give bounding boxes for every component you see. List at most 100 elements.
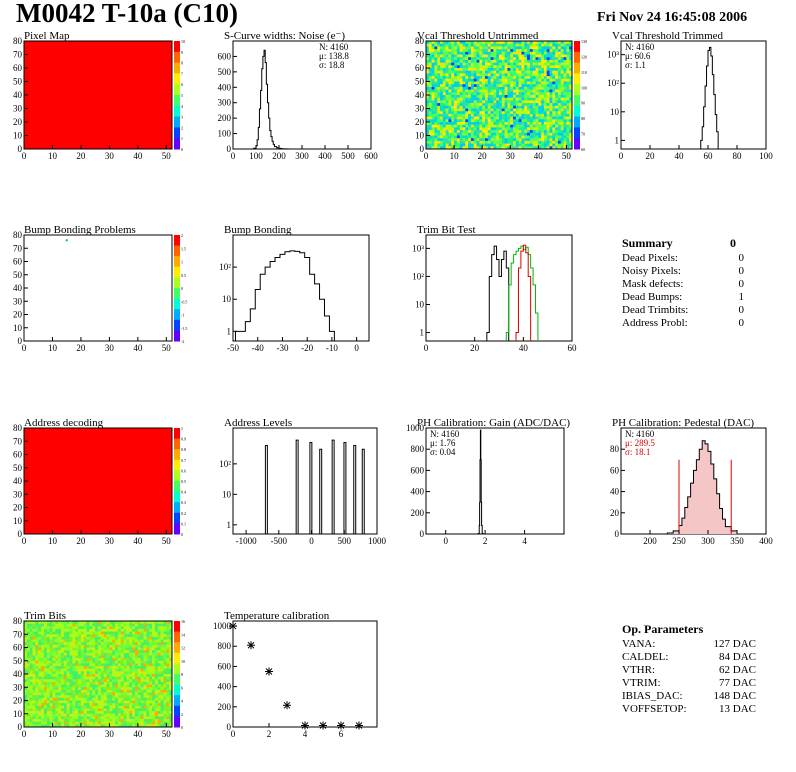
heatmap-cell bbox=[98, 695, 102, 699]
heatmap-cell bbox=[43, 687, 48, 691]
heatmap-cell bbox=[448, 81, 452, 85]
heatmap-cell bbox=[157, 644, 162, 648]
colorbar-segment bbox=[174, 138, 180, 150]
heatmap-cell bbox=[541, 130, 545, 134]
series-peak bbox=[353, 444, 357, 534]
heatmap-cell bbox=[440, 122, 444, 126]
heatmap-cell bbox=[66, 666, 70, 670]
heatmap-cell bbox=[115, 692, 119, 696]
heatmap-cell bbox=[496, 113, 500, 117]
heatmap-cell bbox=[546, 122, 550, 126]
heatmap-cell bbox=[123, 668, 127, 672]
heatmap-cell bbox=[106, 647, 110, 651]
heatmap-cell bbox=[482, 46, 486, 50]
heatmap-cell bbox=[163, 623, 167, 627]
heatmap-cell bbox=[515, 76, 520, 80]
heatmap-cell bbox=[126, 719, 130, 723]
heatmap-cell bbox=[499, 84, 503, 88]
heatmap-cell bbox=[437, 116, 441, 120]
heatmap-cell bbox=[541, 62, 545, 66]
heatmap-cell bbox=[80, 697, 85, 701]
heatmap-cell bbox=[58, 711, 62, 715]
heatmap-cell bbox=[560, 111, 564, 115]
heatmap-cell bbox=[132, 626, 136, 630]
heatmap-cell bbox=[442, 113, 447, 117]
heatmap-cell bbox=[41, 636, 45, 640]
heatmap-cell bbox=[535, 81, 539, 85]
heatmap-cell bbox=[112, 676, 116, 680]
heatmap-cell bbox=[24, 660, 28, 664]
heatmap-cell bbox=[560, 86, 564, 90]
heatmap-cell bbox=[72, 721, 76, 725]
heatmap-cell bbox=[61, 650, 65, 654]
heatmap-cell bbox=[52, 705, 56, 709]
heatmap-cell bbox=[98, 703, 102, 707]
heatmap-cell bbox=[518, 122, 522, 126]
heatmap-cell bbox=[126, 711, 130, 715]
heatmap-cell bbox=[462, 119, 466, 123]
heatmap-cell bbox=[470, 108, 475, 112]
heatmap-cell bbox=[499, 62, 503, 66]
heatmap-cell bbox=[46, 628, 51, 632]
heatmap-cell bbox=[456, 43, 461, 47]
heatmap-cell bbox=[95, 652, 99, 656]
heatmap-cell bbox=[487, 76, 491, 80]
x-tick-label: 2 bbox=[267, 729, 272, 739]
heatmap-cell bbox=[157, 628, 162, 632]
heatmap-cell bbox=[507, 143, 511, 147]
heatmap-cell bbox=[89, 636, 93, 640]
heatmap-cell bbox=[58, 642, 62, 646]
heatmap-cell bbox=[98, 679, 102, 683]
heatmap-cell bbox=[524, 127, 528, 131]
heatmap-cell bbox=[86, 700, 90, 704]
heatmap-cell bbox=[129, 639, 133, 643]
heatmap-cell bbox=[454, 65, 458, 69]
heatmap-cell bbox=[115, 621, 119, 625]
heatmap-cell bbox=[470, 119, 475, 123]
heatmap-cell bbox=[154, 713, 159, 717]
heatmap-cell bbox=[487, 41, 491, 45]
heatmap-cell bbox=[521, 92, 525, 96]
heatmap-cell bbox=[72, 692, 76, 696]
heatmap-cell bbox=[532, 51, 536, 55]
heatmap-cell bbox=[470, 78, 475, 82]
heatmap-cell bbox=[86, 684, 90, 688]
heatmap-cell bbox=[566, 51, 570, 55]
heatmap-cell bbox=[442, 108, 447, 112]
heatmap-cell bbox=[117, 658, 122, 662]
heatmap-cell bbox=[479, 108, 483, 112]
heatmap-cell bbox=[493, 146, 497, 150]
heatmap-cell bbox=[157, 703, 162, 707]
heatmap-cell bbox=[61, 705, 65, 709]
heatmap-cell bbox=[52, 671, 56, 675]
heatmap-cell bbox=[140, 666, 144, 670]
heatmap-cell bbox=[569, 89, 573, 93]
heatmap-cell bbox=[72, 644, 76, 648]
heatmap-cell bbox=[476, 97, 480, 101]
heatmap-cell bbox=[169, 666, 173, 670]
heatmap-cell bbox=[501, 59, 506, 63]
heatmap-cell bbox=[66, 642, 70, 646]
heatmap-cell bbox=[160, 663, 164, 667]
heatmap-cell bbox=[541, 59, 545, 63]
heatmap-cell bbox=[535, 62, 539, 66]
heatmap-cell bbox=[61, 623, 65, 627]
heatmap-cell bbox=[129, 652, 133, 656]
heatmap-cell bbox=[479, 92, 483, 96]
x-tick-label: 0 bbox=[22, 729, 27, 739]
heatmap-cell bbox=[451, 51, 455, 55]
heatmap-cell bbox=[75, 711, 79, 715]
heatmap-cell bbox=[563, 113, 567, 117]
row-value: 0 bbox=[738, 304, 745, 316]
heatmap-cell bbox=[454, 127, 458, 131]
heatmap-cell bbox=[63, 642, 68, 646]
heatmap-cell bbox=[98, 721, 102, 725]
heatmap-cell bbox=[89, 666, 93, 670]
heatmap-cell bbox=[83, 687, 88, 691]
heatmap-cell bbox=[513, 124, 517, 128]
heatmap-cell bbox=[454, 62, 458, 66]
heatmap-cell bbox=[426, 81, 430, 85]
heatmap-cell bbox=[46, 700, 51, 704]
heatmap-cell bbox=[470, 41, 475, 45]
heatmap-cell bbox=[92, 674, 96, 678]
